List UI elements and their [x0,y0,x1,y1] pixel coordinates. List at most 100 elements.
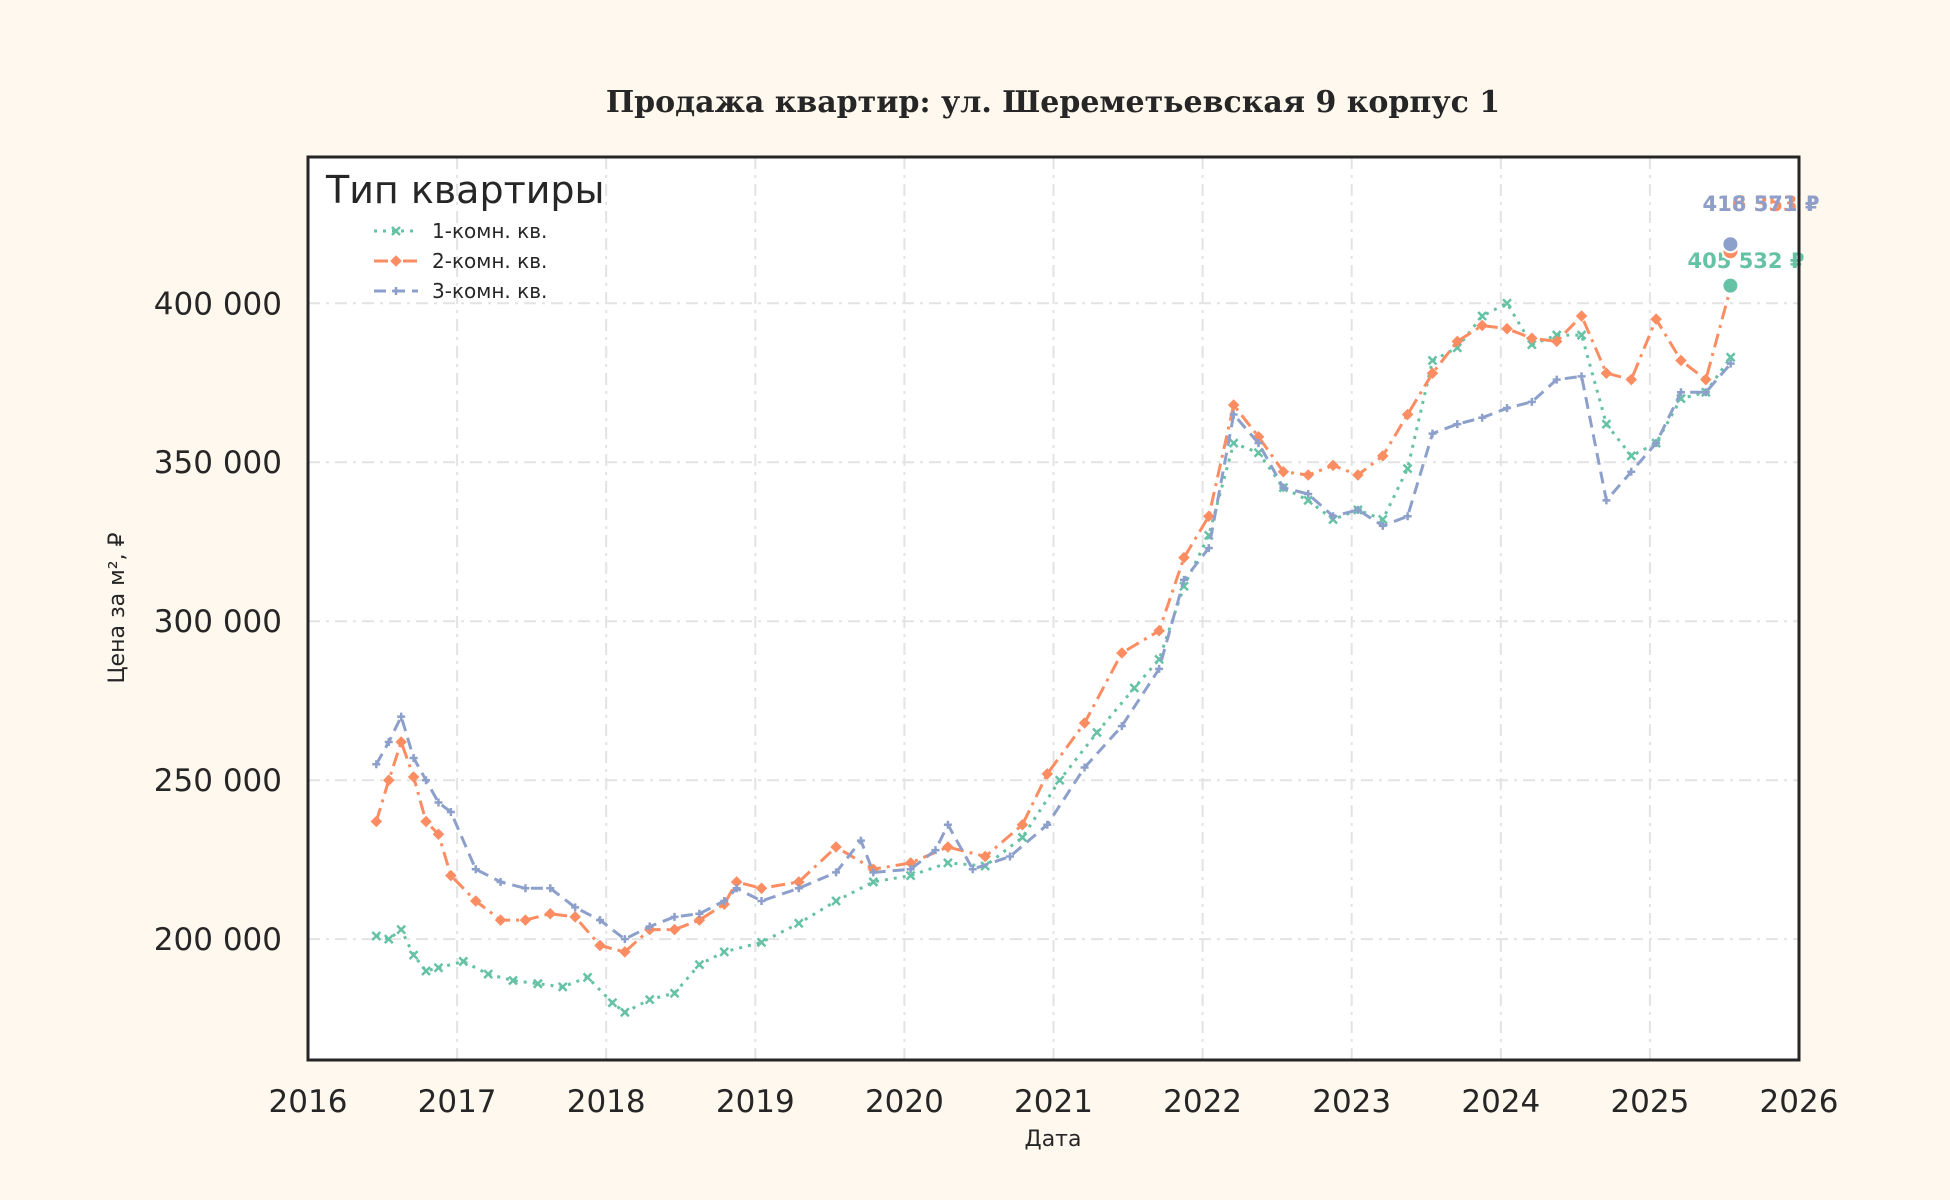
data-point [582,972,593,983]
data-point [1153,624,1165,637]
data-point [1650,313,1662,325]
data-point [569,911,581,923]
data-point [1054,775,1065,786]
data-point [1552,375,1561,384]
data-point [1016,818,1029,831]
data-point [1576,330,1587,340]
legend-items: 1-комн. кв. 2-комн. кв. 3-комн. кв. [374,219,547,303]
data-point [1675,354,1687,367]
data-point [1116,647,1128,659]
legend-label: 1-комн. кв. [432,219,547,243]
y-tick-label: 350 000 [154,445,282,481]
data-point [694,959,705,970]
data-point [496,877,505,886]
data-point [471,865,480,874]
data-point [1401,408,1414,421]
data-point [868,877,879,887]
data-point [1329,512,1338,521]
y-tick-label: 200 000 [154,922,282,958]
data-point [1327,459,1339,472]
data-point [397,712,406,721]
series-endpoint [1721,235,1740,254]
data-point [1302,469,1314,481]
data-point [370,815,383,828]
data-point [1155,664,1164,673]
data-point [1626,450,1637,461]
data-point [519,914,532,926]
data-point [1006,852,1015,861]
data-point [1550,335,1563,348]
x-tick-label: 2018 [567,1084,646,1120]
data-point [595,916,604,925]
data-point [1426,367,1439,379]
data-point [372,760,381,769]
data-point [1627,467,1636,476]
data-point [1477,311,1488,321]
data-point [445,869,457,882]
data-point [434,798,443,807]
data-point [869,868,878,877]
legend: Тип квартиры 1-комн. кв. 2-комн. кв. 3-ком… [325,168,605,303]
data-point [757,897,766,906]
data-point [571,903,580,912]
data-point [1178,551,1190,564]
data-point [619,946,631,958]
data-point [943,857,953,868]
data-point [832,868,841,877]
data-point [856,836,865,845]
data-point [469,895,482,907]
endpoint-value-label: 405 532 ₽ [1688,249,1805,273]
data-point [905,870,916,881]
data-point [1204,544,1213,553]
data-point [1700,373,1712,386]
data-point [1602,496,1611,505]
x-tick-label: 2025 [1610,1084,1689,1120]
data-point [1701,388,1710,397]
data-point [396,924,407,935]
y-axis-label: Цена за м², ₽ [105,532,130,683]
data-point [619,1007,630,1018]
y-tick-label: 400 000 [154,286,282,322]
data-point [1080,763,1089,772]
legend-label: 2-комн. кв. [432,249,547,273]
data-point [1726,359,1735,368]
data-point [943,820,952,829]
data-point [1428,429,1437,438]
legend-title: Тип квартиры [325,168,605,212]
data-point [421,966,431,976]
data-point [1254,439,1263,448]
data-point [420,815,432,828]
data-point [1078,717,1091,729]
data-point [382,774,395,786]
data-point [755,882,768,895]
data-point [1402,463,1413,474]
data-point [668,923,681,936]
data-point [532,978,543,989]
data-point [494,914,507,926]
data-point [1526,339,1537,350]
data-point [794,884,803,893]
data-point [1451,335,1464,348]
data-point [830,841,842,853]
x-tick-label: 2026 [1760,1084,1839,1120]
legend-label: 3-комн. кв. [432,279,547,303]
data-point [1179,575,1188,584]
x-tick-label: 2021 [1014,1084,1093,1120]
data-point [1041,768,1054,780]
data-point [1502,298,1512,309]
x-tick-label: 2023 [1312,1084,1391,1120]
data-point [483,969,494,980]
x-axis-label: Дата [1025,1127,1082,1152]
x-tick-label: 2024 [1461,1084,1540,1120]
data-point [371,931,382,941]
data-point [670,912,679,921]
data-point [433,962,444,973]
data-point [1600,367,1613,379]
data-point [793,918,804,929]
data-point [644,994,655,1005]
data-point [594,939,606,952]
data-point [546,884,555,893]
data-point [383,934,394,945]
data-point [1378,521,1387,530]
